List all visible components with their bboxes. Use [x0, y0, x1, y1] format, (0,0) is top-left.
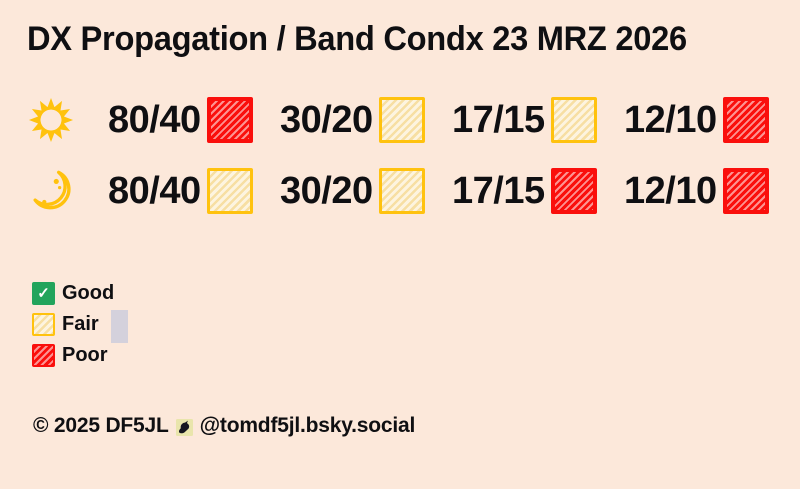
legend-label: Fair — [62, 313, 99, 335]
band-label: 80/40 — [108, 169, 201, 212]
band-label: 12/10 — [624, 98, 717, 141]
day-conditions-row: 80/40 30/20 17/15 12/10 — [28, 96, 796, 144]
band-label: 17/15 — [452, 169, 545, 212]
band-group: 17/15 — [452, 168, 624, 214]
band-label: 17/15 — [452, 98, 545, 141]
band-label: 80/40 — [108, 98, 201, 141]
poor-swatch — [32, 344, 55, 367]
check-glyph: ✓ — [37, 285, 50, 302]
legend-row-good: ✓ Good — [32, 282, 114, 305]
legend-row-fair: Fair — [32, 313, 114, 336]
band-label: 12/10 — [624, 169, 717, 212]
legend-label: Poor — [62, 344, 108, 366]
condition-box — [207, 97, 253, 143]
condition-box — [723, 97, 769, 143]
good-swatch-check-icon: ✓ — [32, 282, 55, 305]
condition-box — [551, 97, 597, 143]
condition-box — [551, 168, 597, 214]
night-conditions-row: 80/40 30/20 17/15 12/10 — [28, 167, 796, 215]
blackbird-icon — [175, 418, 193, 436]
band-group: 80/40 — [108, 168, 280, 214]
gray-rectangle-artifact — [111, 310, 128, 343]
copyright-text: © 2025 DF5JL — [33, 414, 169, 437]
band-group: 17/15 — [452, 97, 624, 143]
legend: ✓ Good Fair Poor — [32, 282, 114, 375]
legend-row-poor: Poor — [32, 344, 114, 367]
condition-box — [379, 168, 425, 214]
condition-box — [379, 97, 425, 143]
page-title: DX Propagation / Band Condx 23 MRZ 2026 — [27, 20, 687, 58]
band-group: 30/20 — [280, 168, 452, 214]
bluesky-handle: @tomdf5jl.bsky.social — [199, 414, 416, 437]
band-label: 30/20 — [280, 98, 373, 141]
fair-swatch — [32, 313, 55, 336]
legend-label: Good — [62, 282, 115, 304]
moon-icon — [28, 168, 74, 214]
band-group: 12/10 — [624, 97, 796, 143]
sun-icon — [28, 97, 74, 143]
band-label: 30/20 — [280, 169, 373, 212]
band-group: 30/20 — [280, 97, 452, 143]
condition-box — [723, 168, 769, 214]
band-group: 12/10 — [624, 168, 796, 214]
condition-box — [207, 168, 253, 214]
band-group: 80/40 — [108, 97, 280, 143]
footer: © 2025 DF5JL @tomdf5jl.bsky.social — [33, 414, 415, 438]
